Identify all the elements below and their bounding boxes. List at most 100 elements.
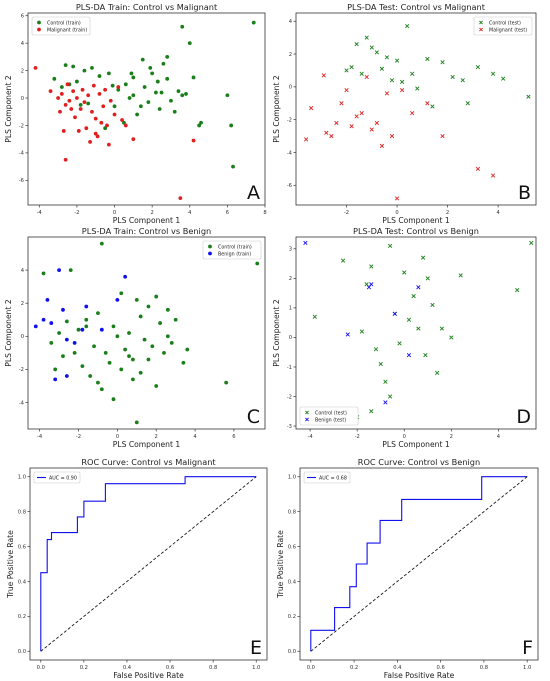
data-point — [58, 109, 62, 114]
data-point — [334, 120, 339, 126]
x-tick-label: 2 — [155, 434, 158, 440]
data-point — [115, 334, 120, 339]
data-point — [344, 88, 349, 93]
data-point — [53, 367, 58, 372]
data-point — [416, 285, 421, 290]
data-point — [394, 58, 400, 63]
data-point — [458, 273, 463, 278]
y-tick-label: 0 — [21, 96, 24, 102]
data-point — [71, 89, 76, 94]
chart-panel-4: PLS-DA Test: Control vs Benign -4 -2 0 2 4 -3 -… — [272, 226, 537, 449]
data-point — [402, 270, 407, 275]
data-point — [515, 288, 520, 293]
x-tick-label: 4 — [193, 434, 197, 440]
data-point — [82, 68, 87, 73]
data-point — [112, 104, 117, 109]
data-point — [90, 65, 94, 70]
x-tick-label: -2 — [74, 210, 79, 216]
data-point — [57, 331, 61, 335]
data-point — [154, 384, 159, 388]
data-point — [180, 24, 185, 29]
y-tick-label: 0.0 — [288, 649, 296, 655]
legend-box — [202, 240, 262, 260]
x-tick-label: 0 — [403, 434, 406, 440]
data-point — [430, 104, 435, 109]
data-point — [75, 96, 79, 100]
data-point — [405, 24, 410, 29]
legend-box — [33, 471, 81, 484]
data-point — [49, 341, 54, 345]
data-point — [116, 87, 121, 92]
legend-box — [303, 471, 351, 484]
y-tick-label: 2 — [289, 276, 292, 282]
data-point — [67, 98, 72, 103]
data-point — [106, 71, 111, 76]
data-point — [75, 79, 79, 84]
legend-swatch — [305, 410, 309, 415]
data-point — [120, 118, 124, 122]
legend: Control (test)Benign (test) — [299, 406, 359, 426]
data-point — [73, 115, 77, 120]
y-tick-label: 0.6 — [288, 544, 296, 550]
data-point — [349, 124, 354, 129]
data-point — [387, 243, 393, 248]
data-point — [154, 294, 159, 299]
data-point — [146, 100, 151, 105]
data-point — [157, 107, 162, 111]
data-point — [197, 123, 202, 128]
y-tick-label: 0.0 — [18, 649, 26, 655]
legend: Control (train)Benign (train) — [202, 240, 262, 260]
x-tick-label: 2 — [150, 210, 153, 216]
y-tick-label: 2 — [21, 68, 24, 74]
x-tick-label: -4 — [37, 434, 43, 440]
y-tick-label: 4 — [21, 268, 25, 274]
data-point — [406, 317, 412, 322]
data-point — [450, 74, 455, 80]
data-point — [394, 196, 400, 201]
data-point — [63, 157, 68, 162]
data-point — [423, 353, 428, 358]
data-point — [33, 324, 38, 329]
data-point — [354, 42, 359, 47]
legend-label: Malignant (train) — [47, 27, 87, 33]
data-point — [169, 98, 173, 103]
x-tick-label: 6 — [226, 210, 229, 216]
chart-title: PLS-DA Test: Control vs Malignant — [347, 2, 486, 12]
data-point — [251, 20, 256, 25]
y-axis-label: PLS Component 2 — [272, 75, 281, 143]
y-tick-label: 4 — [21, 41, 25, 47]
data-point — [199, 120, 203, 125]
y-axis-label: True Positive Rate — [6, 530, 15, 599]
data-point — [255, 261, 260, 266]
axes-frame — [27, 236, 266, 430]
data-point — [387, 394, 393, 399]
data-point — [158, 321, 162, 325]
data-point — [340, 258, 346, 263]
data-point — [150, 344, 155, 349]
y-tick-label: 0 — [289, 335, 292, 341]
x-tick-label: 0 — [113, 210, 116, 216]
y-tick-label: 2 — [289, 52, 292, 58]
data-point — [439, 326, 445, 331]
legend-swatch — [208, 244, 212, 249]
axes-frame — [27, 12, 266, 206]
data-point — [99, 327, 104, 332]
data-point — [119, 367, 124, 372]
legend-box — [31, 16, 91, 36]
chart-title: PLS-DA Test: Control vs Benign — [353, 226, 479, 236]
y-tick-label: 0.4 — [18, 579, 27, 585]
data-point — [397, 341, 402, 346]
x-tick-label: 0.4 — [393, 665, 402, 671]
data-point — [110, 83, 115, 88]
data-point — [107, 360, 112, 365]
y-tick-label: -6 — [287, 183, 292, 189]
data-point — [165, 334, 170, 339]
legend-label: Control (train) — [47, 20, 81, 26]
data-point — [64, 374, 69, 378]
data-point — [48, 89, 53, 94]
data-point — [131, 357, 135, 362]
data-point — [63, 102, 68, 107]
data-point — [122, 120, 126, 125]
data-point — [88, 140, 92, 144]
data-point — [138, 370, 143, 375]
